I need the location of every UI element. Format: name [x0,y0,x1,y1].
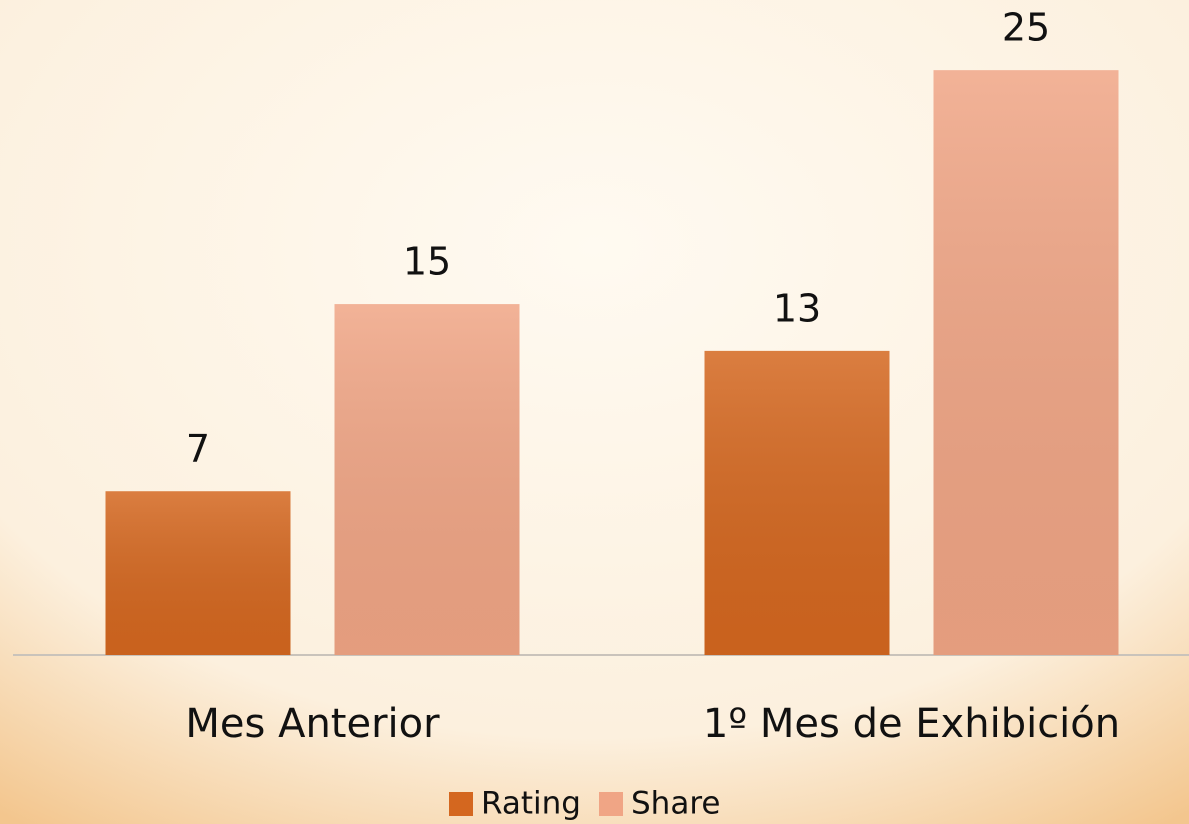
legend-label: Share [631,786,720,822]
x-tick-label: Mes Anterior [185,701,440,747]
bar-sheen [334,304,520,655]
bar-sheen [933,70,1119,655]
legend-swatch [599,792,623,816]
data-label: 13 [773,286,821,330]
legend-label: Rating [481,786,581,822]
bar-sheen [704,350,890,655]
data-label: 7 [186,427,210,471]
data-label: 15 [403,240,451,284]
bar-sheen [105,491,291,655]
legend-swatch [449,792,473,816]
x-tick-label: 1º Mes de Exhibición [703,701,1120,747]
data-label: 25 [1002,6,1050,50]
